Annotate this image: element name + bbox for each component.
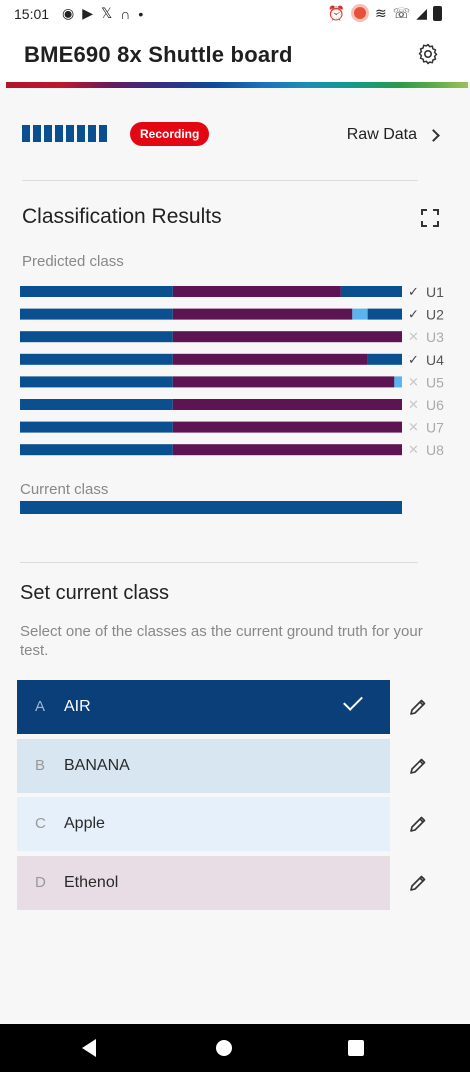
edit-pencil-icon[interactable]: [408, 756, 428, 776]
call-icon: ☏: [392, 4, 411, 21]
unit-label: U1: [426, 284, 444, 300]
recording-bar: [66, 125, 74, 142]
bar-segment-ethenol: [172, 444, 402, 456]
battery-icon: [433, 5, 442, 21]
cross-icon: ✕: [408, 443, 419, 458]
cross-icon: ✕: [408, 421, 419, 436]
bar-segment-ethenol: [172, 376, 395, 388]
brand-stripe: [6, 82, 468, 88]
home-app-icon: ∩: [120, 5, 131, 22]
bar-segment-ethenol: [172, 353, 368, 365]
bar-segment-ethenol: [172, 308, 353, 320]
class-name: Apple: [64, 815, 105, 832]
recording-bar: [22, 125, 30, 142]
gear-icon[interactable]: [416, 42, 440, 66]
check-icon: ✓: [408, 285, 419, 300]
classification-title: Classification Results: [22, 205, 222, 228]
bar-segment-ethenol: [172, 286, 341, 297]
recording-bar: [55, 125, 63, 142]
back-icon[interactable]: [82, 1039, 96, 1057]
class-letter: C: [35, 815, 46, 832]
class-option-ethenol[interactable]: D Ethenol: [17, 855, 390, 910]
bar-segment-ethenol: [172, 399, 402, 410]
bar-segment-air: [20, 353, 173, 365]
bar-segment-banana: [352, 308, 368, 320]
bar-segment-banana: [394, 376, 402, 388]
unit-label: U8: [426, 442, 444, 458]
divider: [22, 180, 418, 181]
unit-label: U5: [426, 374, 444, 390]
bar-segment-ethenol: [172, 421, 402, 433]
bar-segment-air: [20, 331, 173, 343]
cross-icon: ✕: [408, 330, 419, 345]
bar-segment-air: [340, 286, 402, 297]
alarm-icon: ⏰: [327, 4, 345, 21]
bar-segment-air: [367, 353, 402, 365]
wifi-icon: ≋: [374, 4, 387, 21]
youtube-icon: ▶: [82, 5, 93, 21]
bar-segment-air: [20, 399, 173, 410]
recents-icon[interactable]: [348, 1040, 364, 1056]
class-letter: B: [35, 756, 46, 774]
check-icon: ✓: [408, 353, 419, 368]
edit-pencil-icon[interactable]: [408, 697, 428, 717]
recording-bar: [88, 125, 96, 142]
predicted-class-chart: ✓ U1 ✓ U2 ✕ U3 ✓ U4 ✕ U5 ✕ U6 ✕ U7 ✕ U8: [20, 284, 444, 458]
unit-label: U6: [426, 397, 444, 413]
cross-icon: ✕: [408, 398, 419, 413]
signal-icon: ◢: [416, 4, 427, 21]
unit-label: U2: [426, 307, 444, 323]
recording-bar: [33, 125, 41, 142]
check-icon: ✓: [408, 308, 419, 323]
class-option-apple[interactable]: C Apple: [17, 797, 390, 851]
x-icon: 𝕏: [101, 5, 113, 21]
record-status-icon: ◉: [62, 5, 75, 21]
set-class-hint: Select one of the classes as the current…: [20, 623, 423, 659]
status-time: 15:01: [14, 6, 50, 22]
bar-segment-air: [20, 308, 173, 320]
chevron-right-icon: [427, 129, 440, 142]
current-class-label: Current class: [20, 481, 109, 498]
fullscreen-icon[interactable]: [421, 209, 439, 227]
recording-badge: Recording: [130, 122, 210, 146]
edit-pencil-icon[interactable]: [408, 873, 428, 893]
recording-bar: [44, 125, 52, 142]
predicted-class-label: Predicted class: [22, 253, 124, 270]
bar-segment-air: [20, 376, 173, 388]
app-title: BME690 8x Shuttle board: [24, 42, 293, 67]
divider: [20, 562, 418, 563]
unit-label: U3: [426, 329, 444, 345]
current-class-bar: [20, 501, 402, 514]
do-not-disturb-icon: [350, 4, 369, 22]
home-icon[interactable]: [216, 1040, 232, 1056]
class-option-air[interactable]: A AIR: [17, 680, 390, 734]
bar-segment-air: [20, 421, 173, 433]
unit-label: U4: [426, 352, 444, 368]
raw-data-label: Raw Data: [346, 126, 417, 143]
selected-check-icon: [343, 691, 363, 711]
navigation-bar: [0, 1024, 470, 1072]
status-bar: 15:01 ◉ ▶ 𝕏 ∩ • ⏰ ≋ ☏ ◢: [0, 0, 470, 30]
cross-icon: ✕: [408, 375, 419, 390]
recording-indicator: [22, 125, 107, 142]
class-name: AIR: [64, 698, 91, 715]
recording-row: Recording Raw Data: [22, 118, 442, 150]
app-bar: BME690 8x Shuttle board: [0, 30, 470, 82]
class-letter: D: [35, 873, 46, 891]
bar-segment-ethenol: [172, 331, 402, 343]
class-name: Ethenol: [64, 873, 119, 891]
class-name: BANANA: [64, 756, 130, 774]
recording-bar: [99, 125, 107, 142]
dot-icon: •: [138, 5, 144, 22]
unit-label: U7: [426, 420, 444, 436]
edit-pencil-icon[interactable]: [408, 814, 428, 834]
class-letter: A: [35, 698, 46, 715]
raw-data-link[interactable]: Raw Data: [346, 126, 440, 144]
recording-bar: [77, 125, 85, 142]
bar-segment-air: [367, 308, 402, 320]
set-class-title: Set current class: [20, 582, 169, 604]
class-option-banana[interactable]: B BANANA: [17, 738, 390, 793]
bar-segment-air: [20, 286, 173, 297]
bar-segment-air: [20, 444, 173, 456]
